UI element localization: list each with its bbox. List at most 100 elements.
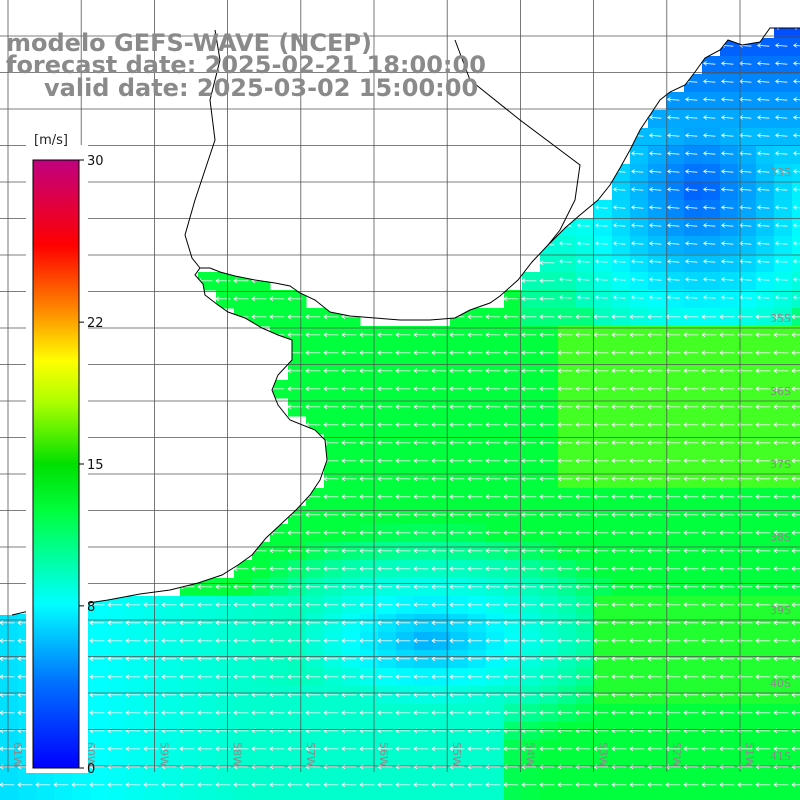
wind-arrow-head <box>719 368 724 374</box>
wind-arrow <box>667 99 680 101</box>
field-cell <box>792 650 800 669</box>
field-cell <box>774 254 793 273</box>
wind-arrow-head <box>485 782 490 788</box>
wind-arrow-head <box>485 674 490 680</box>
field-cell <box>306 722 325 741</box>
wind-arrow-head <box>0 638 4 644</box>
field-cell <box>414 686 433 705</box>
field-cell <box>720 758 739 777</box>
wind-arrow-head <box>179 602 184 608</box>
field-cell <box>792 632 800 651</box>
wind-arrow-head <box>720 169 725 174</box>
field-cell <box>558 542 577 561</box>
field-cell <box>792 434 800 453</box>
wind-arrow-head <box>701 512 706 518</box>
field-cell <box>396 542 415 561</box>
field-cell <box>126 614 145 633</box>
wind-arrow-head <box>359 458 364 464</box>
field-cell <box>18 794 37 800</box>
wind-arrow <box>721 297 734 299</box>
wind-arrow-head <box>557 746 562 752</box>
wind-arrow-head <box>305 674 310 680</box>
wind-arrow <box>577 225 590 227</box>
field-cell <box>558 632 577 651</box>
field-cell <box>378 794 397 800</box>
field-cell <box>396 470 415 489</box>
wind-arrow-head <box>792 169 797 174</box>
field-cell <box>720 128 739 147</box>
field-cell <box>774 704 793 723</box>
field-cell <box>612 236 631 255</box>
wind-arrow <box>667 225 680 227</box>
wind-arrow-head <box>305 404 310 410</box>
field-cell <box>702 290 721 309</box>
wind-arrow-head <box>413 710 418 716</box>
field-cell <box>378 596 397 615</box>
field-cell <box>378 326 397 345</box>
wind-arrow-head <box>683 584 688 590</box>
wind-arrow <box>613 261 626 263</box>
field-cell <box>450 776 469 795</box>
field-cell <box>306 686 325 705</box>
field-cell <box>216 596 235 615</box>
wind-arrow-head <box>630 151 635 156</box>
wind-arrow-head <box>594 295 599 300</box>
field-cell <box>396 344 415 363</box>
wind-arrow-head <box>485 332 490 338</box>
wind-arrow-head <box>143 692 148 698</box>
field-cell <box>774 398 793 417</box>
field-cell <box>270 704 289 723</box>
field-cell <box>522 452 541 471</box>
wind-arrow-head <box>107 782 112 788</box>
field-cell <box>558 254 577 273</box>
wind-arrow-head <box>539 512 544 518</box>
field-cell <box>774 344 793 363</box>
wind-arrow-head <box>539 710 544 716</box>
wind-arrow-head <box>629 656 634 662</box>
field-cell <box>594 794 613 800</box>
wind-arrow-head <box>791 764 796 770</box>
wind-arrow <box>775 225 788 227</box>
wind-arrow-head <box>269 674 274 680</box>
field-cell <box>540 344 559 363</box>
wind-arrow-head <box>197 782 202 788</box>
wind-arrow-head <box>161 656 166 662</box>
wind-arrow-head <box>485 350 490 356</box>
wind-arrow-head <box>413 566 418 572</box>
wind-arrow-head <box>359 494 364 500</box>
field-cell <box>252 794 271 800</box>
wind-arrow-head <box>485 584 490 590</box>
field-cell <box>630 272 649 291</box>
wind-arrow-head <box>215 710 220 716</box>
field-cell <box>432 722 451 741</box>
wind-arrow-head <box>269 746 274 752</box>
field-cell <box>720 146 739 165</box>
field-cell <box>738 632 757 651</box>
wind-arrow-head <box>179 638 184 644</box>
wind-arrow-head <box>539 692 544 698</box>
coastline <box>11 27 800 616</box>
field-cell <box>684 740 703 759</box>
field-cell <box>792 686 800 705</box>
wind-arrow-head <box>575 638 580 644</box>
field-cell <box>594 506 613 525</box>
wind-arrow <box>739 297 752 299</box>
wind-arrow-head <box>359 746 364 752</box>
wind-arrow-head <box>701 710 706 716</box>
wind-arrow-head <box>215 692 220 698</box>
field-cell <box>162 650 181 669</box>
wind-arrow <box>703 297 716 299</box>
field-cell <box>432 470 451 489</box>
field-cell <box>558 560 577 579</box>
field-cell <box>468 668 487 687</box>
wind-arrow-head <box>503 440 508 446</box>
wind-arrow <box>721 261 734 263</box>
colorbar-tick-label: 15 <box>87 458 104 473</box>
wind-arrow-head <box>197 674 202 680</box>
field-cell <box>774 182 793 201</box>
wind-arrow <box>631 225 644 227</box>
wind-arrow <box>577 261 590 263</box>
wind-arrow-head <box>359 440 364 446</box>
wind-arrow-head <box>215 620 220 626</box>
field-cell <box>666 182 685 201</box>
